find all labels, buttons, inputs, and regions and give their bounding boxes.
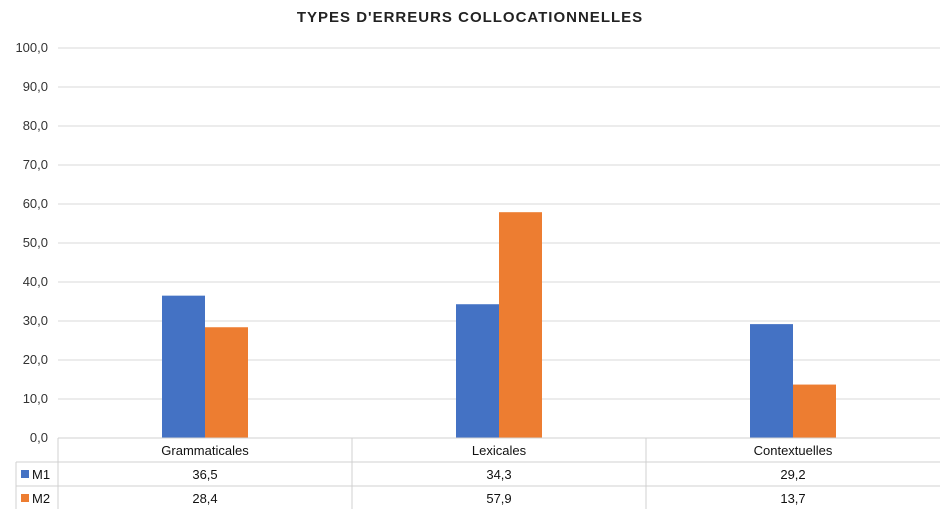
y-tick-label: 20,0 <box>23 352 48 367</box>
y-tick-label: 30,0 <box>23 313 48 328</box>
y-tick-label: 70,0 <box>23 157 48 172</box>
y-tick-label: 0,0 <box>30 430 48 445</box>
y-tick-label: 90,0 <box>23 79 48 94</box>
y-tick-label: 60,0 <box>23 196 48 211</box>
data-label: 57,9 <box>486 491 511 506</box>
bar-m1 <box>162 295 205 438</box>
bar-m1 <box>750 324 793 438</box>
data-label: 36,5 <box>192 467 217 482</box>
data-label: 28,4 <box>192 491 217 506</box>
bar-m2 <box>793 384 836 438</box>
y-tick-label: 100,0 <box>15 40 48 55</box>
data-label: 29,2 <box>780 467 805 482</box>
y-tick-label: 40,0 <box>23 274 48 289</box>
data-label: 34,3 <box>486 467 511 482</box>
bar-m2 <box>499 212 542 438</box>
y-tick-label: 80,0 <box>23 118 48 133</box>
bars <box>162 212 836 438</box>
x-tick-label: Contextuelles <box>754 443 833 458</box>
x-tick-label: Grammaticales <box>161 443 249 458</box>
bar-m2 <box>205 327 248 438</box>
data-label: 13,7 <box>780 491 805 506</box>
y-axis-ticks: 0,0 10,0 20,0 30,0 40,0 50,0 60,0 70,0 80,0 90,0 1… <box>15 40 48 445</box>
x-tick-label: Lexicales <box>472 443 527 458</box>
legend-label: M1 <box>32 467 50 482</box>
bar-m1 <box>456 304 499 438</box>
legend-swatch-m1 <box>21 470 29 478</box>
legend-label: M2 <box>32 491 50 506</box>
data-table: Grammaticales Lexicales Contextuelles M1 36,… <box>15 437 940 511</box>
y-tick-label: 50,0 <box>23 235 48 250</box>
chart-title: TYPES D'ERREURS COLLOCATIONNELLES <box>297 9 643 26</box>
y-tick-label: 10,0 <box>23 391 48 406</box>
legend-swatch-m2 <box>21 494 29 502</box>
